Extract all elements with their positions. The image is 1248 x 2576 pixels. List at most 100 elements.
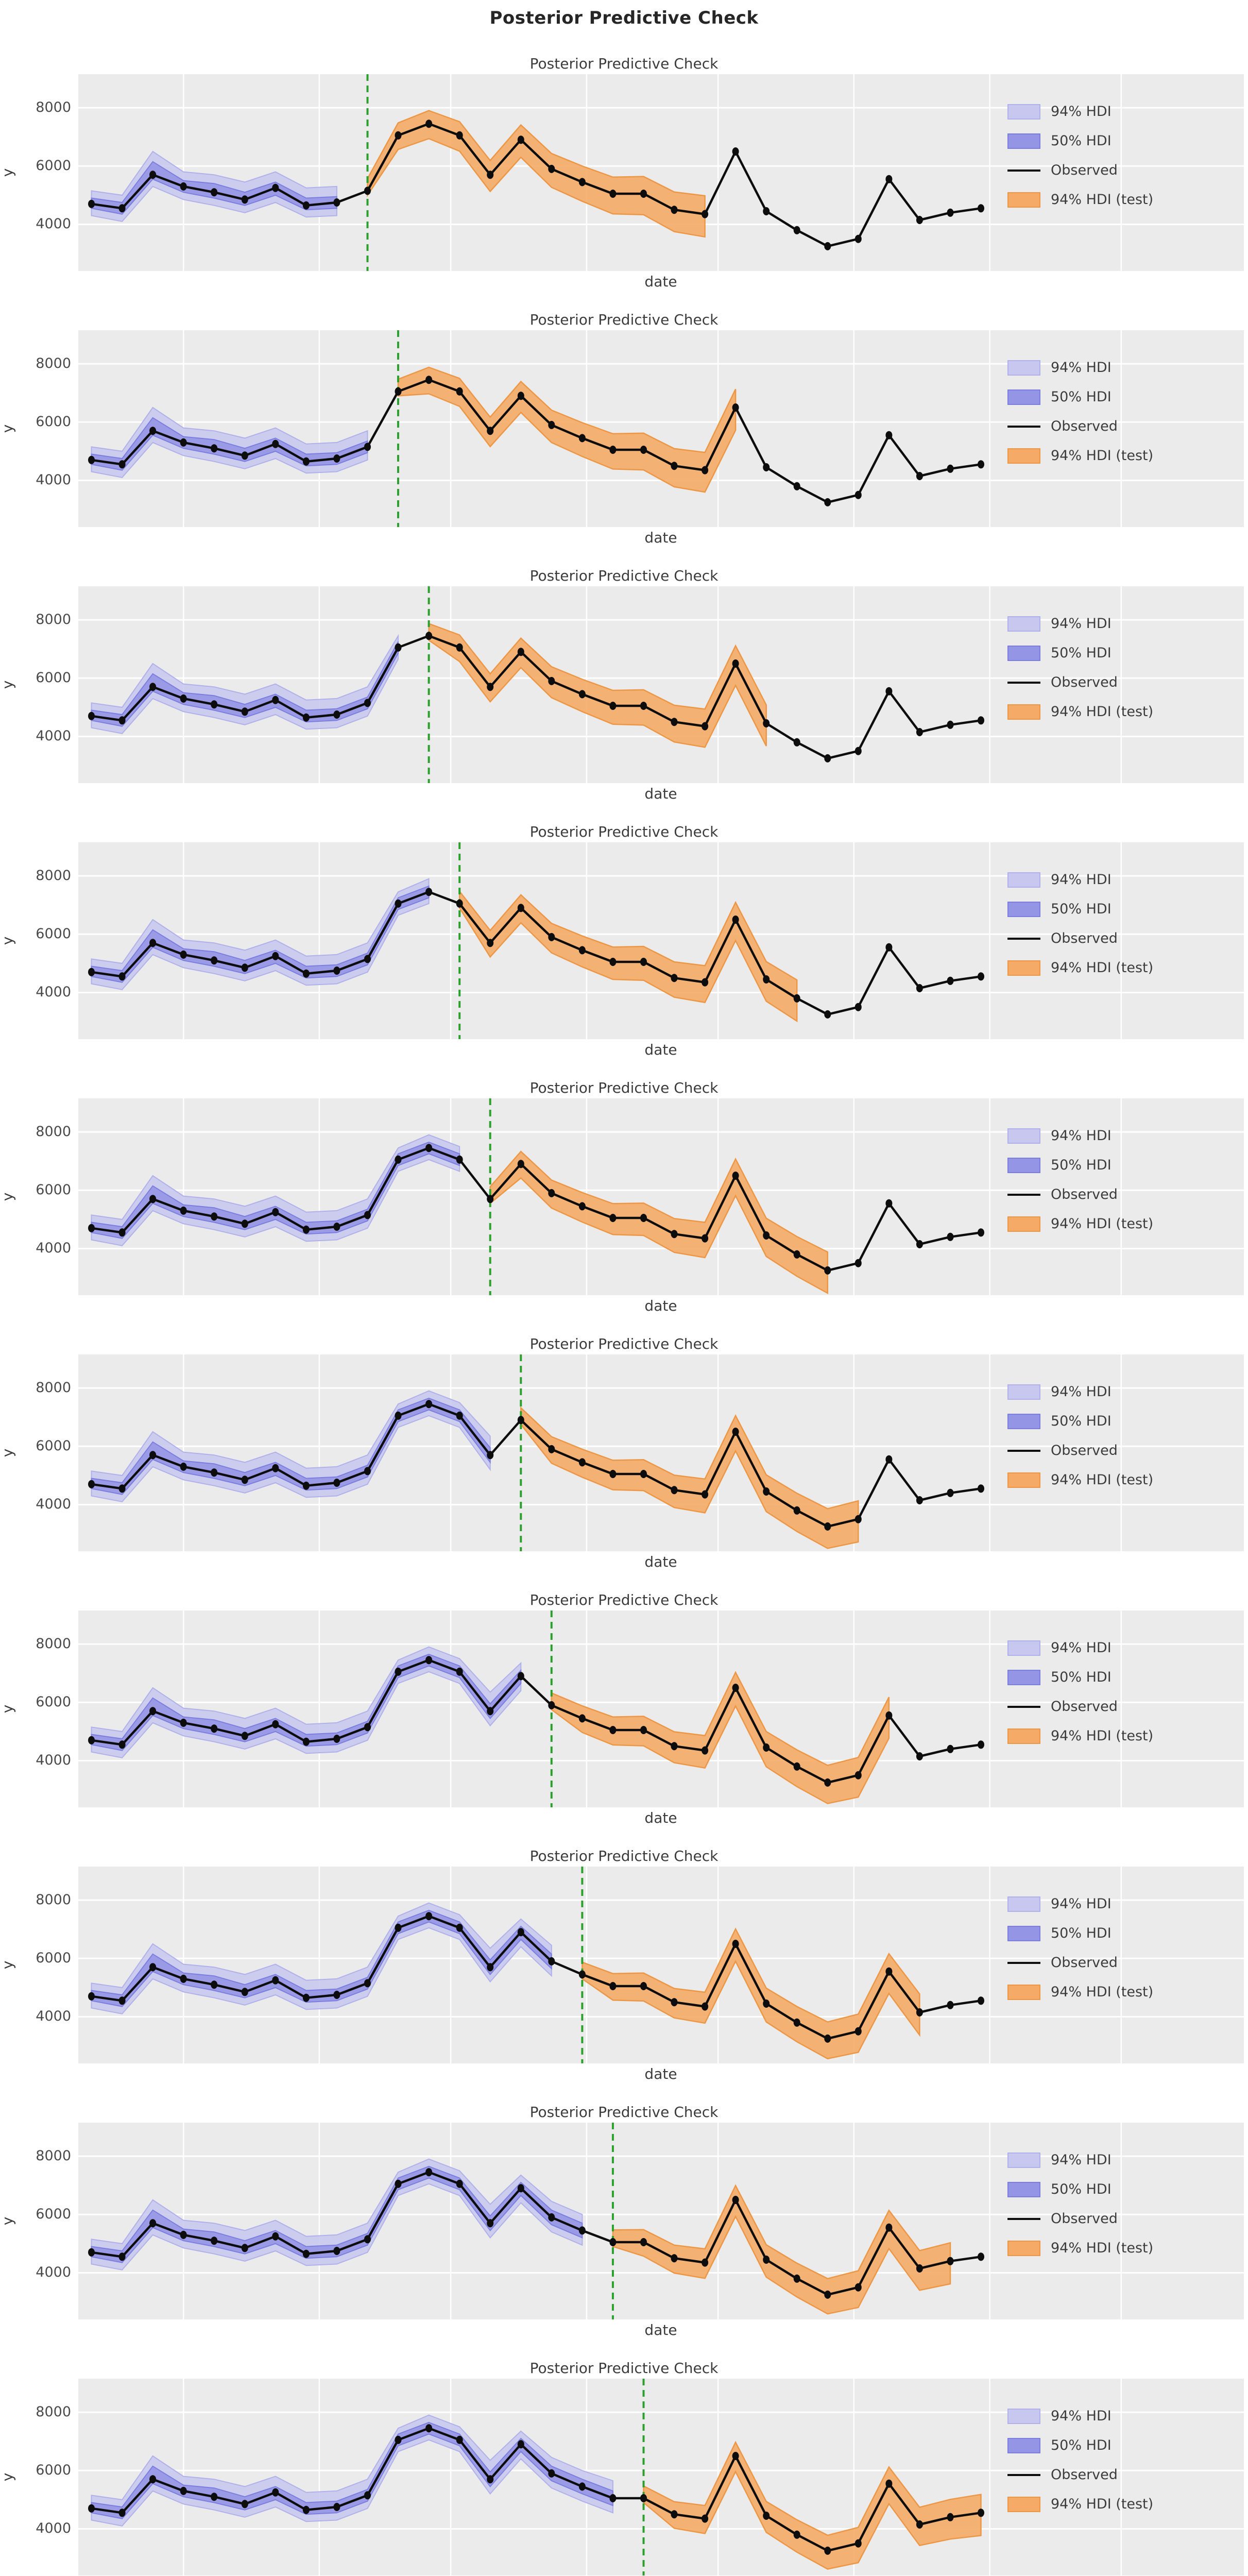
observed-point	[88, 711, 95, 720]
observed-point	[241, 1476, 248, 1484]
legend-swatch-94-hdi-test	[1007, 704, 1040, 720]
observed-point	[854, 1771, 862, 1780]
observed-point	[671, 1486, 678, 1495]
y-tick-label: 8000	[36, 99, 71, 116]
legend-item-50-hdi: 50% HDI	[1007, 2431, 1153, 2460]
y-tick-label: 4000	[36, 728, 71, 744]
observed-point	[88, 2248, 95, 2257]
observed-point	[272, 2488, 279, 2497]
hdi-94-test-band	[428, 622, 767, 748]
legend-label: 50% HDI	[1051, 1413, 1112, 1429]
legend-line-observed	[1007, 425, 1040, 428]
observed-point	[854, 2027, 862, 2036]
observed-point	[456, 1411, 463, 1420]
legend-line-observed	[1007, 2473, 1040, 2476]
legend-swatch-94-hdi	[1007, 616, 1040, 632]
plot-row: y 8000 6000 4000 94% HDI 50% HDI Observed 94% H…	[0, 330, 1248, 527]
x-axis-label: date	[644, 2321, 677, 2338]
legend-label: 50% HDI	[1051, 901, 1112, 917]
observed-point	[640, 702, 647, 710]
observed-point	[732, 147, 739, 156]
observed-point	[578, 434, 586, 443]
observed-point	[302, 1225, 310, 1234]
observed-point	[302, 969, 310, 978]
observed-point	[333, 1991, 340, 1999]
observed-point	[978, 2509, 984, 2517]
observed-point	[640, 1214, 647, 1222]
observed-point	[609, 446, 617, 454]
observed-point	[456, 1155, 463, 1164]
y-tick-label: 8000	[36, 2148, 71, 2164]
observed-point	[302, 1737, 310, 1746]
observed-point	[763, 463, 770, 471]
legend-line-observed	[1007, 1961, 1040, 1964]
y-tick-label: 8000	[36, 1892, 71, 1908]
x-label-row: date	[0, 1295, 1248, 1316]
observed-point	[978, 2252, 984, 2261]
subplot-header: Posterior Predictive Check	[0, 1572, 1248, 1611]
y-tick-label: 8000	[36, 612, 71, 628]
legend-label: 94% HDI	[1051, 1128, 1112, 1144]
observed-line	[91, 122, 981, 248]
observed-point	[456, 899, 463, 908]
legend-label: 94% HDI (test)	[1051, 2240, 1154, 2256]
observed-point	[487, 427, 494, 435]
observed-point	[916, 984, 923, 992]
observed-point	[487, 2219, 494, 2228]
observed-point	[395, 2179, 402, 2188]
x-axis-label: date	[644, 2065, 677, 2082]
observed-point	[824, 1010, 831, 1019]
legend-swatch-94-hdi	[1007, 1384, 1040, 1400]
observed-point	[671, 2510, 678, 2519]
legend-swatch-94-hdi-test	[1007, 448, 1040, 464]
observed-point	[211, 956, 218, 965]
observed-point	[149, 2219, 157, 2228]
legend-item-50-hdi: 50% HDI	[1007, 126, 1153, 156]
plot-area	[78, 1098, 1244, 1295]
subplot-6: Posterior Predictive Check y 8000 6000 4000 9…	[0, 1316, 1248, 1572]
legend-label: 94% HDI (test)	[1051, 192, 1154, 208]
observed-line	[91, 634, 981, 760]
observed-point	[947, 2257, 954, 2265]
observed-point	[118, 2509, 126, 2517]
observed-point	[272, 2232, 279, 2241]
legend: 94% HDI 50% HDI Observed 94% HDI (test)	[1007, 2401, 1153, 2519]
observed-point	[364, 1467, 371, 1476]
x-label-row: date	[0, 2319, 1248, 2341]
observed-point	[916, 2008, 923, 2016]
observed-point	[487, 939, 494, 947]
x-axis-label: date	[644, 273, 677, 290]
x-axis-label: date	[644, 529, 677, 546]
observed-point	[671, 1742, 678, 1751]
observed-point	[732, 916, 739, 924]
observed-point	[793, 738, 800, 747]
observed-point	[425, 2424, 433, 2433]
observed-point	[118, 1484, 126, 1493]
legend-item-observed: Observed	[1007, 1948, 1153, 1977]
observed-point	[180, 1974, 187, 1983]
observed-point	[978, 1228, 984, 1237]
observed-point	[333, 2503, 340, 2511]
observed-point	[578, 2226, 586, 2235]
y-tick-label: 6000	[36, 158, 71, 174]
observed-point	[333, 1479, 340, 1487]
observed-point	[793, 2274, 800, 2283]
observed-point	[180, 1462, 187, 1471]
hdi-94-test-band	[520, 1406, 859, 1549]
observed-point	[640, 2494, 647, 2502]
hdi-50-band	[91, 1397, 491, 1495]
observed-point	[793, 482, 800, 490]
legend: 94% HDI 50% HDI Observed 94% HDI (test)	[1007, 353, 1153, 470]
observed-point	[517, 135, 524, 144]
hdi-94-test-band	[612, 2184, 951, 2315]
y-tick-label: 4000	[36, 2520, 71, 2537]
observed-point	[364, 699, 371, 707]
observed-point	[824, 1266, 831, 1275]
observed-point	[824, 1778, 831, 1787]
plot-row: y 8000 6000 4000 94% HDI 50% HDI Observed 94% H…	[0, 2123, 1248, 2319]
observed-point	[118, 1228, 126, 1237]
observed-point	[272, 1208, 279, 1216]
observed-point	[241, 1219, 248, 1228]
legend-item-94-hdi-test: 94% HDI (test)	[1007, 441, 1153, 470]
observed-point	[333, 2247, 340, 2255]
